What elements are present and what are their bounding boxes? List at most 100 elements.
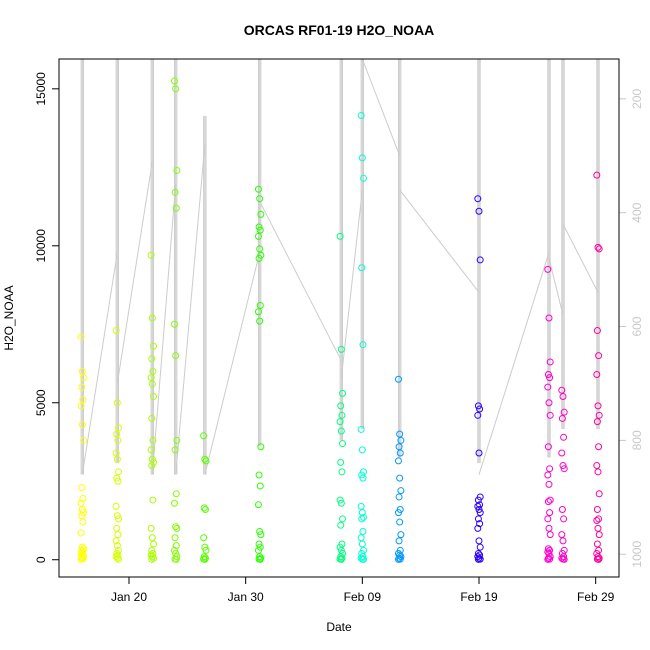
data-point <box>337 555 345 563</box>
data-point <box>256 482 264 490</box>
data-point <box>148 380 156 388</box>
pressure-link <box>478 252 550 475</box>
data-point <box>545 480 553 488</box>
data-point <box>474 502 482 510</box>
data-point <box>256 555 264 563</box>
data-point <box>148 553 156 561</box>
data-point <box>202 457 210 465</box>
data-point <box>337 521 345 529</box>
data-point <box>560 433 568 441</box>
data-point <box>149 367 157 375</box>
data-point <box>396 518 404 526</box>
data-point <box>544 471 552 479</box>
data-point <box>78 484 86 492</box>
data-point <box>147 446 155 454</box>
data-point <box>114 551 122 559</box>
data-point <box>395 537 403 545</box>
data-point <box>546 509 554 517</box>
data-point <box>544 265 552 273</box>
data-point <box>394 457 402 465</box>
data-point <box>475 449 483 457</box>
data-point <box>171 534 179 542</box>
data-point <box>201 555 209 563</box>
data-point <box>172 542 180 550</box>
data-point <box>560 465 568 473</box>
data-point <box>172 85 180 93</box>
data-point <box>147 251 155 259</box>
data-point <box>78 421 86 429</box>
data-point <box>396 449 404 457</box>
data-point <box>595 411 603 419</box>
data-point <box>476 520 484 528</box>
data-point <box>337 345 345 353</box>
data-point <box>358 471 366 479</box>
data-point <box>113 524 121 532</box>
data-point <box>148 462 156 470</box>
data-point <box>474 524 482 532</box>
data-point <box>544 555 552 563</box>
data-point <box>475 207 483 215</box>
data-point <box>558 449 566 457</box>
data-point <box>394 509 402 517</box>
data-point <box>79 396 87 404</box>
pressure-link <box>340 189 363 378</box>
data-point <box>256 317 264 325</box>
data-point <box>339 440 347 448</box>
y-axis-label: H2O_NOAA <box>2 285 16 350</box>
data-point <box>254 232 262 240</box>
data-point <box>546 531 554 539</box>
data-point <box>150 554 158 562</box>
data-point <box>257 210 265 218</box>
data-point <box>336 543 344 551</box>
data-point <box>544 545 552 553</box>
data-point <box>254 308 262 316</box>
data-point <box>560 408 568 416</box>
x-tick-label: Jan 20 <box>111 590 147 604</box>
x-tick-label: Feb 29 <box>577 590 615 604</box>
data-point <box>558 506 566 514</box>
data-point <box>544 515 552 523</box>
data-point <box>172 555 180 563</box>
data-point <box>336 496 344 504</box>
data-point <box>113 554 121 562</box>
data-point <box>170 499 178 507</box>
data-point <box>172 204 180 212</box>
data-point <box>150 342 158 350</box>
pressure-link <box>548 258 564 316</box>
data-point <box>360 174 368 182</box>
data-point <box>339 515 347 523</box>
data-point <box>474 555 482 563</box>
data-point <box>357 425 365 433</box>
data-point <box>201 506 209 514</box>
data-point <box>357 502 365 510</box>
x-tick-label: Feb 09 <box>344 590 382 604</box>
data-point <box>594 402 602 410</box>
data-point <box>113 512 121 520</box>
data-point <box>254 185 262 193</box>
data-point <box>77 555 85 563</box>
data-point <box>115 515 123 523</box>
pressure-trace-layer <box>80 58 600 475</box>
data-point <box>113 455 121 463</box>
data-point <box>476 551 484 559</box>
data-point <box>173 524 181 532</box>
data-point <box>358 446 366 454</box>
data-point <box>544 498 552 506</box>
data-point <box>544 383 552 391</box>
data-point <box>147 524 155 532</box>
data-point <box>148 314 156 322</box>
data-point <box>77 402 85 410</box>
data-point <box>545 399 553 407</box>
data-point <box>359 527 367 535</box>
x-tick-label: Feb 19 <box>460 590 498 604</box>
data-point <box>358 515 366 523</box>
data-point <box>593 327 601 335</box>
data-point <box>79 518 87 526</box>
data-point <box>202 546 210 554</box>
data-point <box>397 531 405 539</box>
data-point <box>77 529 85 537</box>
data-point <box>474 515 482 523</box>
data-point <box>254 501 262 509</box>
data-point <box>257 531 265 539</box>
data-point <box>593 371 601 379</box>
